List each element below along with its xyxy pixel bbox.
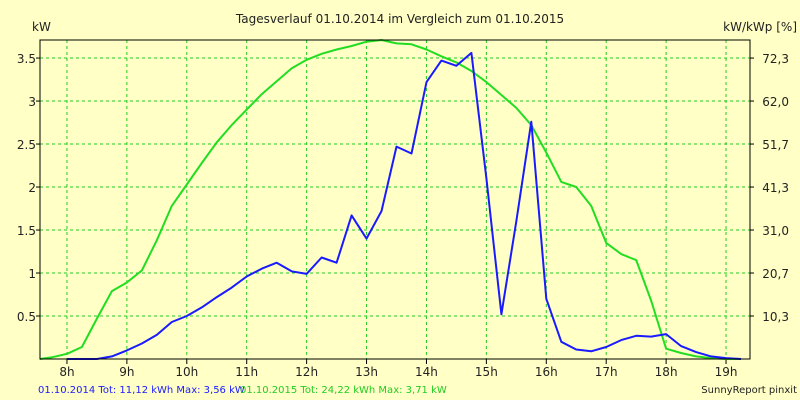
footer-brand: SunnyReport pinxit (701, 385, 797, 396)
series-line-2015 (39, 39, 741, 360)
x-tick-label: 15h (475, 365, 498, 379)
y-tick-label-right: 31,0 (762, 224, 789, 238)
x-tick-label: 13h (355, 365, 378, 379)
y-tick-label-right: 20,7 (762, 267, 789, 281)
y-tick-label-left: 0.5 (17, 310, 36, 324)
footer-series-2015: 01.10.2015 Tot: 24,22 kWh Max: 3,71 kW (240, 385, 447, 396)
y-tick-label-right: 51,7 (762, 138, 789, 152)
footer-series-2014: 01.10.2014 Tot: 11,12 kWh Max: 3,56 kW (38, 385, 245, 396)
y-tick-label-right: 41,3 (762, 181, 789, 195)
y-tick-label-left: 3 (28, 95, 36, 109)
y-tick-label-left: 2.5 (17, 138, 36, 152)
x-tick-label: 9h (119, 365, 134, 379)
x-tick-label: 16h (535, 365, 558, 379)
x-tick-label: 12h (295, 365, 318, 379)
series-line-2014 (67, 51, 742, 360)
x-tick-label: 11h (235, 365, 258, 379)
y-axis-left-label: kW (32, 20, 51, 34)
x-tick-label: 17h (595, 365, 618, 379)
y-axis-right-label: kW/kWp [%] (723, 20, 797, 34)
y-tick-label-left: 1 (28, 267, 36, 281)
y-tick-label-left: 3.5 (17, 52, 36, 66)
y-tick-label-right: 10,3 (762, 310, 789, 324)
y-tick-label-left: 1.5 (17, 224, 36, 238)
x-tick-label: 8h (59, 365, 74, 379)
x-tick-label: 10h (175, 365, 198, 379)
plot-border (39, 39, 751, 360)
x-tick-label: 19h (715, 365, 738, 379)
y-tick-label-left: 2 (28, 181, 36, 195)
x-tick-label: 18h (655, 365, 678, 379)
y-tick-label-right: 72,3 (762, 52, 789, 66)
y-tick-label-right: 62,0 (762, 95, 789, 109)
x-tick-label: 14h (415, 365, 438, 379)
plot-area (40, 40, 750, 359)
chart-title: Tagesverlauf 01.10.2014 im Vergleich zum… (235, 12, 564, 26)
